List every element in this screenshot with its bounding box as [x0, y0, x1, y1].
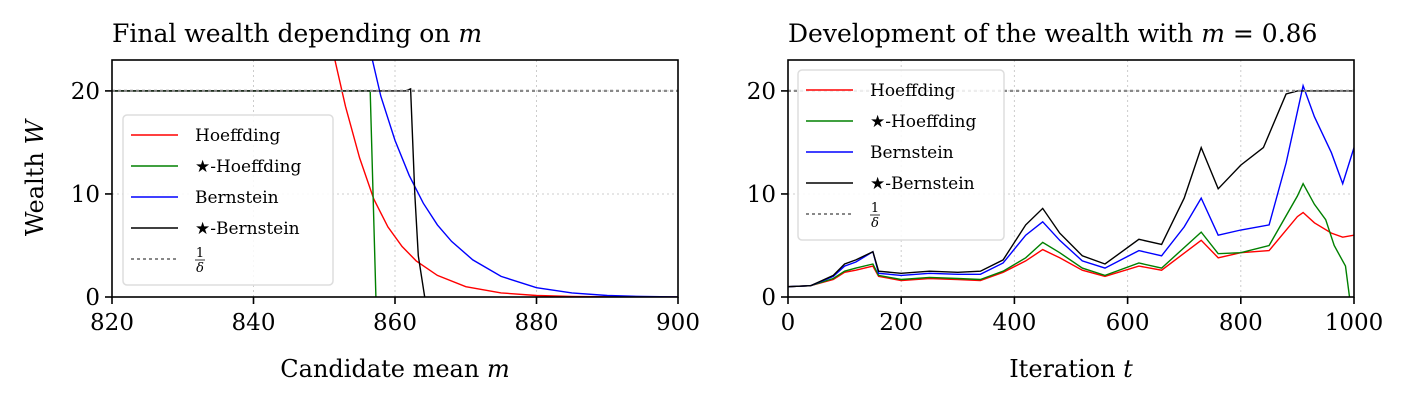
right-ticks: 0 200 400 600 800 1000 0 10 20: [747, 79, 1384, 336]
series-line-0: [334, 60, 678, 297]
series-line-3: [788, 90, 1354, 288]
left-xlabel: Candidate mean m: [280, 355, 509, 383]
legend-label: Bernstein: [195, 188, 279, 208]
y-tick-label: 0: [761, 285, 776, 311]
legend-delta-denominator: δ: [871, 216, 879, 231]
x-tick-label: 860: [373, 310, 417, 336]
x-tick-label: 400: [992, 310, 1036, 336]
right-legend: Hoeffding ★-Hoeffding Bernstein ★-Bernstein…: [797, 69, 1005, 241]
svg-text:Wealth W: Wealth W: [21, 118, 49, 237]
right-axes-frame: [787, 59, 1355, 298]
legend-delta-denominator: δ: [196, 261, 204, 276]
legend-label: ★-Hoeffding: [870, 112, 976, 132]
legend-label: ★-Hoeffding: [195, 157, 301, 177]
legend-label: Bernstein: [870, 143, 954, 163]
legend-label: Hoeffding: [195, 126, 280, 146]
legend-label: ★-Bernstein: [195, 219, 300, 239]
x-tick-label: 1000: [1325, 310, 1384, 336]
x-tick-label: 0: [781, 310, 796, 336]
right-xlabel: Iteration t: [1009, 355, 1133, 383]
x-tick-label: 880: [515, 310, 559, 336]
x-tick-label: 600: [1106, 310, 1150, 336]
right-title: Development of the wealth with m = 0.86: [788, 19, 1317, 48]
series-line-3: [112, 87, 426, 297]
y-tick-label: 20: [747, 79, 776, 105]
y-tick-label: 20: [71, 79, 100, 105]
right-panel: Development of the wealth with m = 0.86 …: [747, 19, 1384, 383]
series-line-1: [788, 182, 1351, 297]
x-tick-label: 820: [90, 310, 134, 336]
legend-delta-numerator: 1: [196, 246, 204, 261]
x-tick-label: 200: [879, 310, 923, 336]
right-series: [788, 83, 1354, 297]
legend-label: ★-Bernstein: [870, 174, 975, 194]
left-title: Final wealth depending on m: [112, 19, 482, 48]
y-tick-label: 10: [747, 182, 776, 208]
left-ticks: 820 840 860 880 900 0 10 20: [71, 79, 700, 336]
y-tick-label: 0: [85, 285, 100, 311]
x-tick-label: 900: [656, 310, 700, 336]
legend-delta-numerator: 1: [871, 201, 879, 216]
legend-box: [797, 69, 1005, 241]
series-line-0: [788, 211, 1354, 288]
series-line-2: [371, 60, 678, 297]
y-tick-label: 10: [71, 182, 100, 208]
left-legend: Hoeffding ★-Hoeffding Bernstein ★-Bernstein…: [122, 114, 334, 286]
legend-label: Hoeffding: [870, 81, 955, 101]
legend-box: [122, 114, 334, 286]
x-tick-label: 840: [232, 310, 276, 336]
x-tick-label: 800: [1219, 310, 1263, 336]
left-panel: Final wealth depending on m 820 840 860 880…: [21, 19, 700, 383]
left-ylabel: Wealth W: [21, 118, 49, 237]
